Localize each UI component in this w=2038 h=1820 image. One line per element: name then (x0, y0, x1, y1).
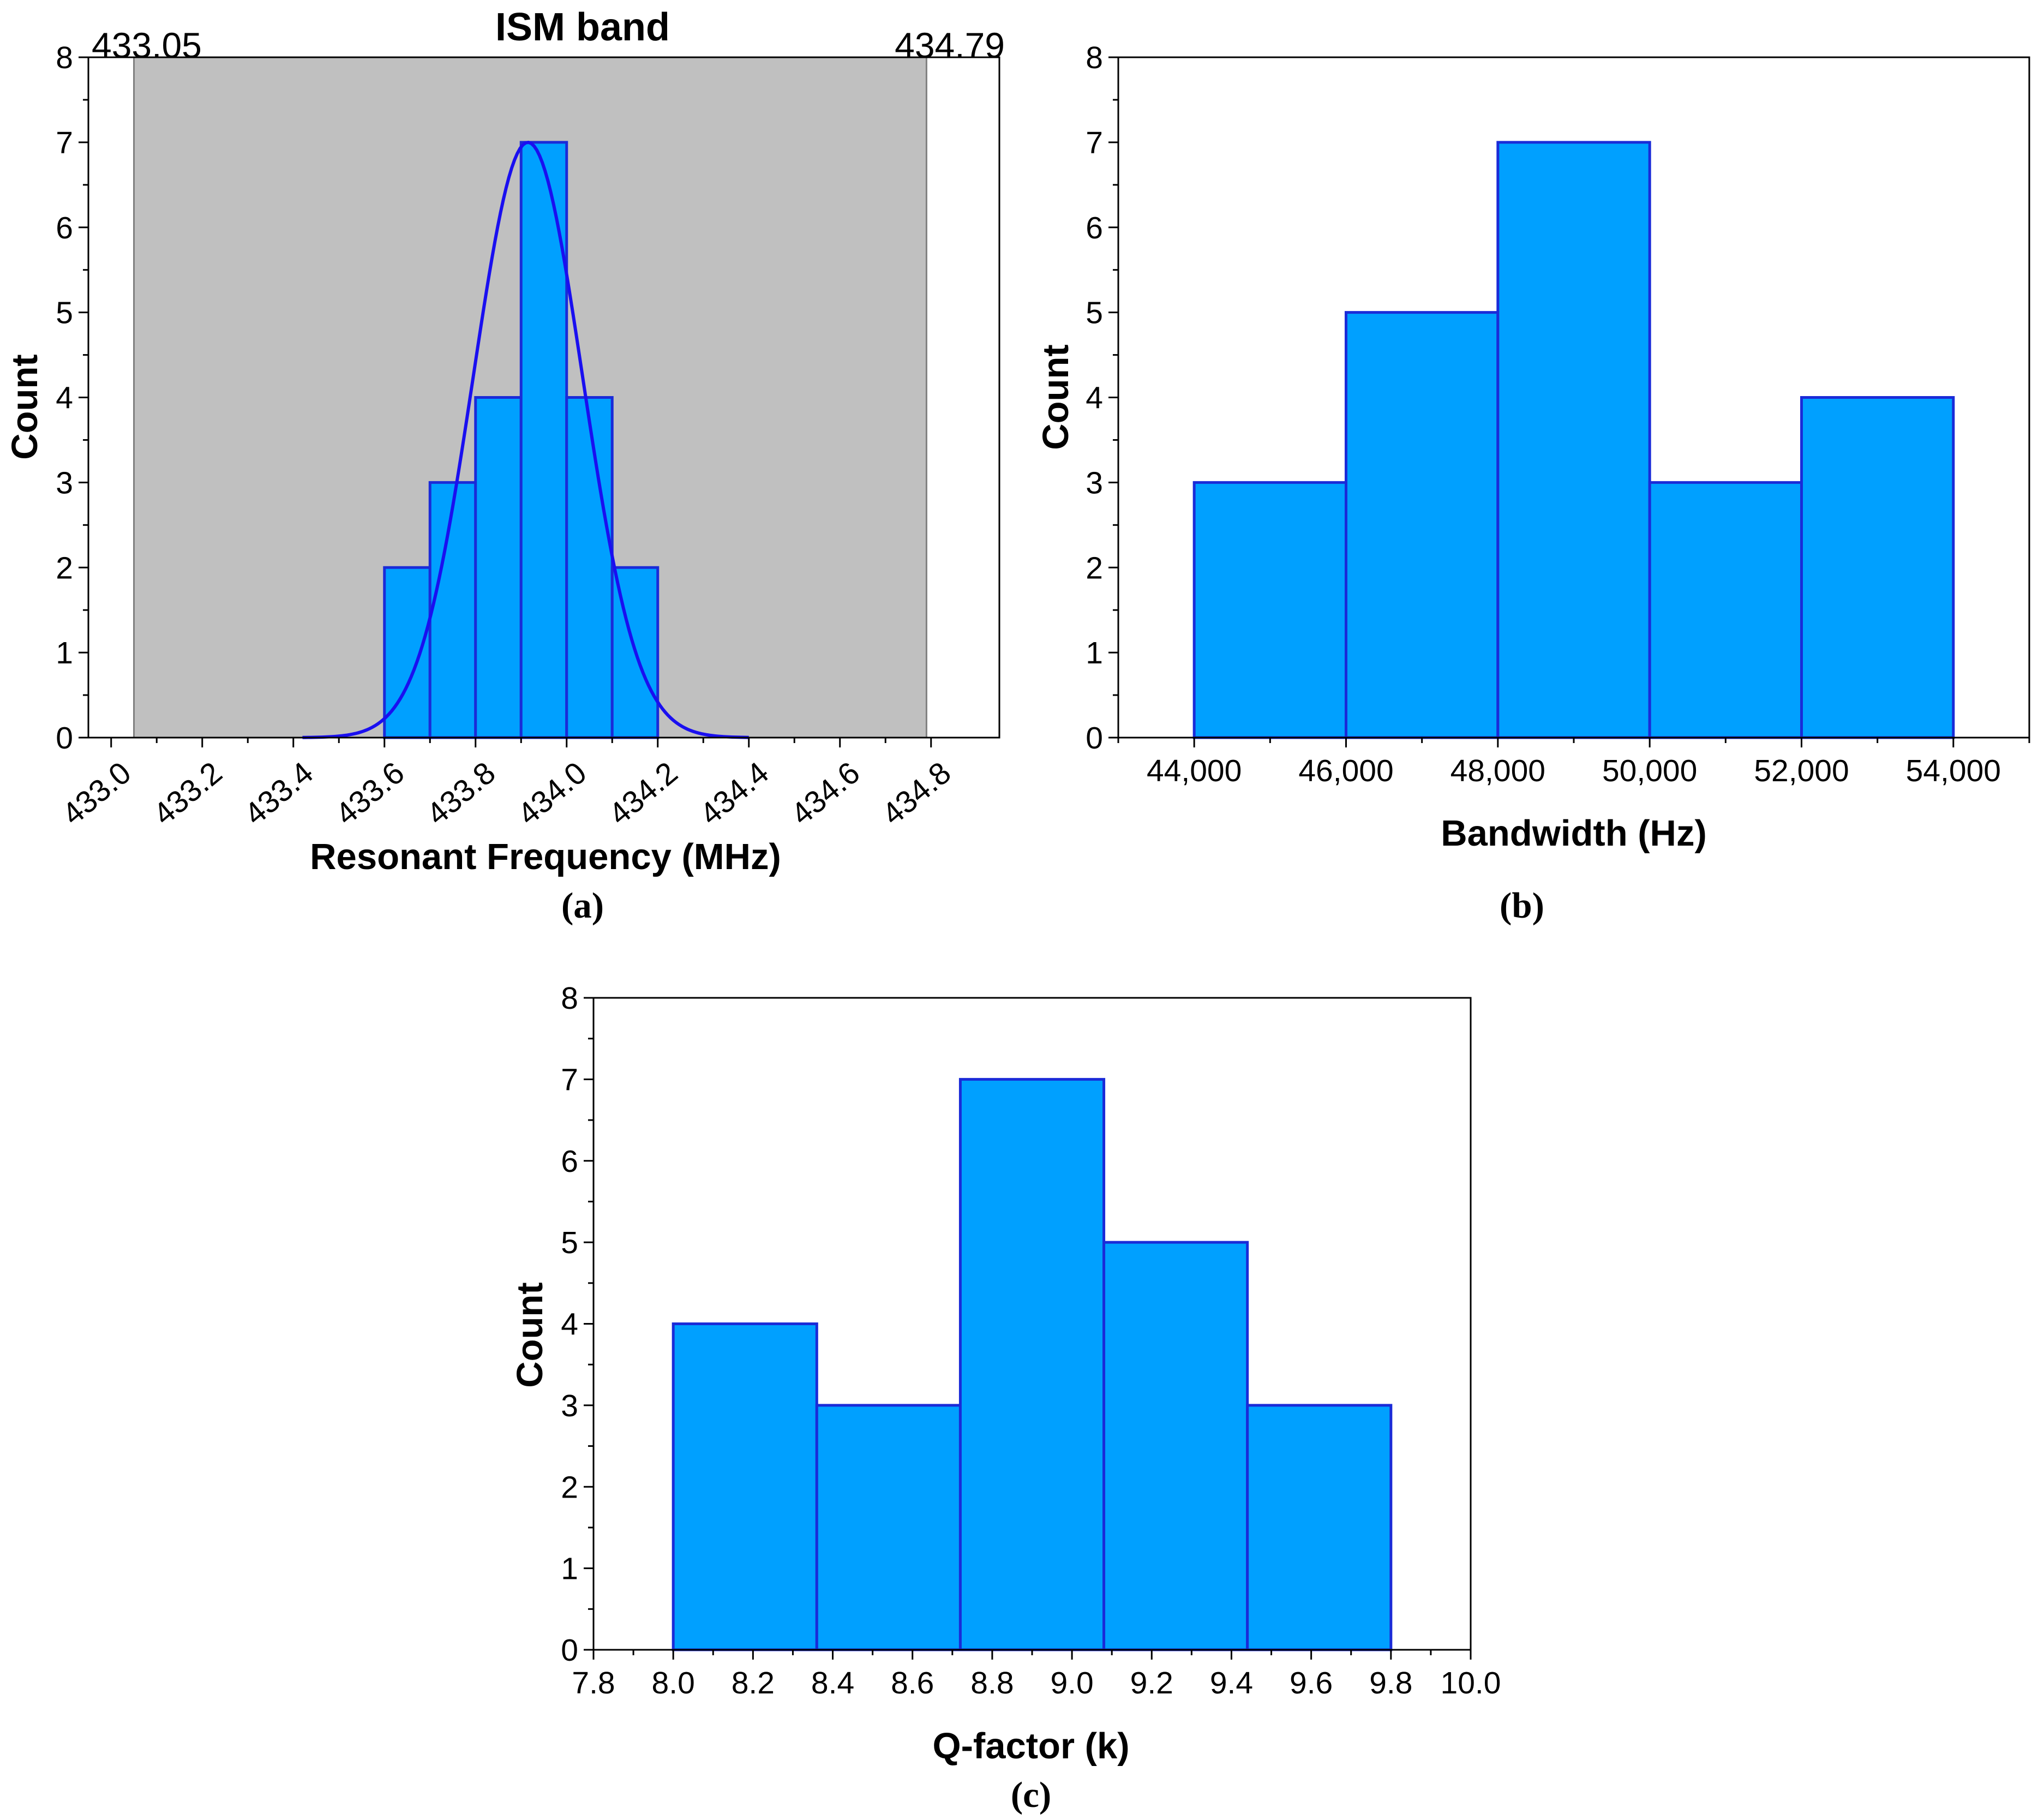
y-tick-label: 7 (56, 125, 73, 160)
y-tick-label: 7 (561, 1062, 578, 1097)
x-tick-label: 434.6 (784, 755, 866, 832)
histogram-bar (1648, 481, 1803, 739)
histogram-bar (1102, 1241, 1249, 1651)
panel-label-a: (a) (561, 885, 604, 926)
y-tick-label: 3 (561, 1388, 578, 1423)
histogram-bar (428, 481, 477, 739)
x-tick-label: 8.2 (732, 1666, 775, 1701)
x-tick-label: 434.0 (511, 755, 593, 832)
x-ticks-c: 7.8 8.0 8.2 8.4 8.6 8.8 9.0 9.2 9.4 9.6 9.8 10.0 (572, 1650, 1501, 1701)
x-tick-label: 9.8 (1369, 1666, 1412, 1701)
x-axis-title-b: Bandwidth (Hz) (1441, 813, 1707, 854)
band-end-label: 434.79 (895, 25, 1005, 65)
y-ticks-a: 0 1 2 3 4 5 6 7 8 (56, 40, 88, 756)
y-tick-label: 7 (1086, 125, 1103, 160)
x-tick-label: 7.8 (572, 1666, 615, 1701)
x-tick-label: 8.6 (891, 1666, 934, 1701)
x-ticks-a: 433.0 433.2 433.4 433.6 433.8 434.0 434.2 434.4… (56, 738, 957, 832)
histogram-bar (672, 1322, 818, 1651)
y-ticks-b: 0 1 2 3 4 5 6 7 8 (1086, 40, 1118, 756)
y-ticks-c: 0 1 2 3 4 5 6 7 8 (561, 981, 594, 1668)
y-tick-label: 6 (561, 1144, 578, 1179)
x-tick-label: 8.0 (652, 1666, 695, 1701)
chart-b: 44,000 46,000 48,000 50,000 52,000 54,000 0 1 2… (1035, 40, 2030, 926)
panel-label-c: (c) (1011, 1775, 1051, 1815)
x-tick-label: 434.8 (876, 755, 957, 832)
y-tick-label: 0 (56, 721, 73, 756)
x-tick-label: 433.6 (329, 755, 411, 832)
x-tick-label: 433.4 (238, 755, 320, 832)
x-tick-label: 8.8 (970, 1666, 1014, 1701)
y-tick-label: 1 (561, 1552, 578, 1586)
fit-curve-layer (302, 140, 749, 739)
band-start-label: 433.05 (92, 25, 202, 65)
normal-fit-curve (302, 140, 749, 739)
x-tick-label: 50,000 (1602, 753, 1697, 788)
histogram-bars-b (1192, 141, 1955, 739)
y-tick-label: 3 (1086, 465, 1103, 500)
x-tick-label: 8.4 (811, 1666, 854, 1701)
x-tick-label: 433.8 (420, 755, 502, 832)
chart-c: 7.8 8.0 8.2 8.4 8.6 8.8 9.0 9.2 9.4 9.6 9.8 10.0 0 1… (510, 981, 1501, 1815)
x-tick-label: 9.4 (1210, 1666, 1253, 1701)
x-tick-label: 48,000 (1450, 753, 1545, 788)
x-tick-label: 9.0 (1050, 1666, 1093, 1701)
y-tick-label: 0 (561, 1633, 578, 1668)
histogram-bar (815, 1404, 962, 1651)
y-axis-title-b: Count (1035, 344, 1076, 450)
histogram-bars-c (672, 1077, 1393, 1651)
y-tick-label: 0 (1086, 721, 1103, 756)
histogram-bar (1192, 481, 1348, 739)
y-tick-label: 5 (561, 1225, 578, 1260)
y-tick-label: 1 (1086, 636, 1103, 670)
y-tick-label: 8 (56, 40, 73, 75)
x-tick-label: 46,000 (1298, 753, 1393, 788)
y-tick-label: 2 (56, 550, 73, 585)
y-tick-label: 6 (56, 211, 73, 246)
y-tick-label: 4 (56, 381, 73, 416)
x-axis-title-a: Resonant Frequency (MHz) (310, 836, 781, 877)
y-tick-label: 2 (1086, 550, 1103, 585)
y-tick-label: 8 (1086, 40, 1103, 75)
x-tick-label: 434.2 (602, 755, 684, 832)
panel-label-b: (b) (1500, 885, 1544, 926)
y-axis-title-c: Count (510, 1282, 550, 1387)
y-tick-label: 2 (561, 1470, 578, 1505)
histogram-bar (1800, 396, 1955, 739)
x-ticks-b: 44,000 46,000 48,000 50,000 52,000 54,000 (1117, 738, 2030, 788)
x-tick-label: 434.4 (693, 755, 775, 832)
y-tick-label: 4 (561, 1307, 578, 1342)
y-tick-label: 8 (561, 981, 578, 1016)
histogram-bar (1345, 311, 1500, 739)
x-tick-label: 9.6 (1290, 1666, 1333, 1701)
histogram-bar (565, 396, 614, 739)
y-tick-label: 3 (56, 465, 73, 500)
y-axis-title-a: Count (4, 354, 45, 459)
y-tick-label: 1 (56, 636, 73, 670)
y-tick-label: 6 (1086, 211, 1103, 246)
y-tick-label: 5 (1086, 296, 1103, 331)
chart-a: 433.0 433.2 433.4 433.6 433.8 434.0 434.2 434.4… (4, 5, 1005, 926)
y-tick-label: 4 (1086, 381, 1103, 416)
histogram-bar (1496, 141, 1651, 739)
histogram-bar (958, 1077, 1106, 1651)
histogram-bar (1246, 1404, 1393, 1651)
x-tick-label: 54,000 (1906, 753, 2001, 788)
chart-title-a: ISM band (495, 5, 670, 49)
x-tick-label: 52,000 (1754, 753, 1849, 788)
x-tick-label: 10.0 (1441, 1666, 1501, 1701)
x-tick-label: 433.2 (147, 755, 229, 832)
x-tick-label: 44,000 (1147, 753, 1242, 788)
x-tick-label: 9.2 (1130, 1666, 1173, 1701)
histogram-bar (474, 396, 523, 739)
x-axis-title-c: Q-factor (k) (932, 1726, 1129, 1767)
x-tick-label: 433.0 (56, 755, 137, 832)
y-tick-label: 5 (56, 296, 73, 331)
